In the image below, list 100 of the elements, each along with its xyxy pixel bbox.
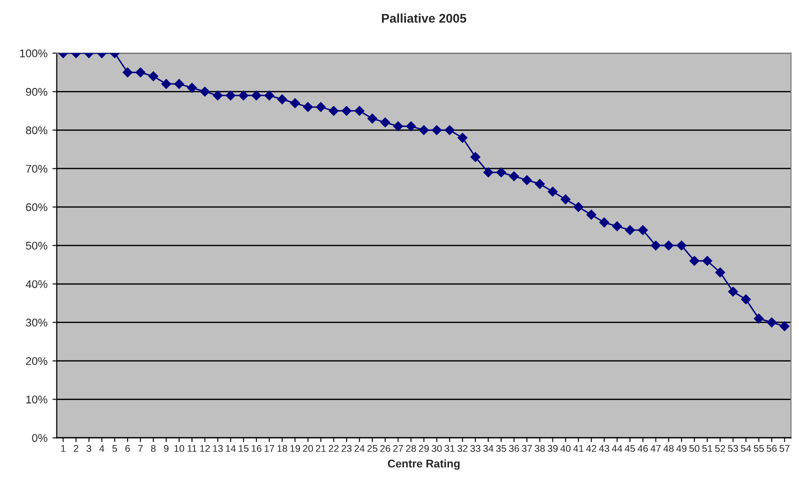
x-tick-label: 41	[573, 445, 584, 452]
point	[393, 121, 404, 132]
x-tick-label: 22	[328, 445, 339, 452]
point	[560, 194, 571, 204]
x-tick-label: 40	[560, 445, 571, 452]
point	[458, 132, 468, 143]
point	[676, 240, 686, 250]
x-tick-label: 57	[780, 445, 790, 452]
x-tick-label: 55	[754, 445, 764, 452]
x-tick-label: 50	[689, 445, 700, 452]
x-tick-label: 17	[264, 445, 274, 452]
x-tick-label: 26	[380, 445, 390, 452]
x-tick-label: 14	[226, 445, 236, 452]
y-tick-label: 10%	[26, 396, 48, 404]
x-tick-label: 34	[483, 445, 494, 452]
x-tick-label: 12	[200, 445, 210, 452]
x-tick-label: 11	[188, 445, 197, 452]
point	[264, 90, 274, 100]
x-tick-label: 56	[766, 445, 777, 452]
point	[740, 294, 751, 304]
x-tick-label: 51	[702, 445, 712, 452]
x-tick-label: 4	[99, 445, 104, 452]
point	[702, 256, 712, 266]
x-tick-label: 8	[151, 445, 156, 452]
x-tick-label: 1	[61, 445, 66, 452]
point	[367, 114, 378, 124]
point	[728, 286, 738, 297]
y-tick-label: 50%	[26, 242, 48, 250]
x-tick-label: 9	[164, 445, 168, 452]
point	[715, 267, 726, 278]
x-tick-label: 2	[74, 445, 78, 452]
x-tick-label: 35	[496, 445, 506, 452]
point	[496, 167, 506, 178]
x-tick-label: 37	[522, 445, 532, 452]
point	[664, 240, 674, 250]
x-tick-label: 48	[663, 445, 674, 452]
x-tick-label: 20	[303, 445, 313, 452]
point	[136, 67, 146, 78]
point	[290, 98, 300, 108]
x-tick-label: 39	[548, 445, 558, 452]
x-tick-label: 52	[715, 445, 726, 452]
x-tick-label: 18	[278, 445, 288, 452]
point	[212, 90, 223, 100]
point	[380, 117, 390, 128]
point	[354, 106, 364, 116]
x-tick-label: 31	[444, 445, 455, 452]
point	[612, 221, 622, 232]
point	[418, 125, 429, 136]
point	[483, 167, 494, 178]
x-tick-label: 49	[676, 445, 686, 452]
point	[574, 202, 584, 212]
point	[148, 71, 158, 82]
point	[534, 179, 545, 189]
point	[302, 102, 313, 112]
y-tick-label: 70%	[26, 164, 48, 173]
point	[548, 186, 558, 197]
x-tick-label: 13	[213, 445, 223, 452]
y-tick-label: 60%	[26, 203, 48, 212]
x-tick-label: 23	[342, 445, 352, 452]
point	[522, 175, 532, 186]
point	[766, 317, 777, 328]
point	[174, 79, 184, 89]
point	[470, 152, 480, 162]
point	[122, 67, 133, 78]
point	[200, 86, 210, 97]
x-axis-title: Centre Rating	[388, 459, 460, 470]
x-tick-label: 21	[316, 445, 326, 452]
y-tick-label: 100%	[20, 49, 48, 58]
x-tick-label: 45	[624, 445, 635, 452]
x-tick-label: 32	[457, 445, 468, 452]
y-tick-label: 90%	[26, 88, 48, 96]
point	[599, 217, 610, 228]
x-tick-label: 28	[406, 445, 416, 452]
point	[187, 82, 197, 93]
point	[432, 125, 442, 136]
x-tick-label: 15	[238, 445, 249, 452]
x-tick-label: 25	[367, 445, 378, 452]
x-tick-label: 29	[418, 445, 429, 452]
point	[509, 171, 519, 182]
x-tick-label: 5	[112, 445, 117, 452]
x-tick-label: 54	[740, 445, 752, 452]
point	[328, 106, 339, 116]
x-tick-label: 53	[728, 445, 738, 452]
x-tick-label: 43	[599, 445, 610, 452]
x-tick-label: 3	[86, 445, 92, 452]
y-tick-label: 0%	[32, 434, 48, 442]
point	[406, 121, 416, 132]
x-tick-label: 30	[432, 445, 442, 452]
x-tick-label: 27	[393, 445, 404, 452]
x-tick-label: 33	[470, 445, 480, 452]
y-tick-label: 20%	[26, 357, 48, 366]
x-tick-label: 7	[138, 445, 143, 452]
point	[342, 106, 352, 116]
point	[780, 321, 790, 332]
point	[238, 90, 248, 100]
point	[277, 94, 288, 104]
x-tick-label: 42	[586, 445, 596, 452]
y-tick-label: 40%	[26, 280, 48, 288]
point	[650, 240, 661, 250]
point	[444, 125, 455, 136]
